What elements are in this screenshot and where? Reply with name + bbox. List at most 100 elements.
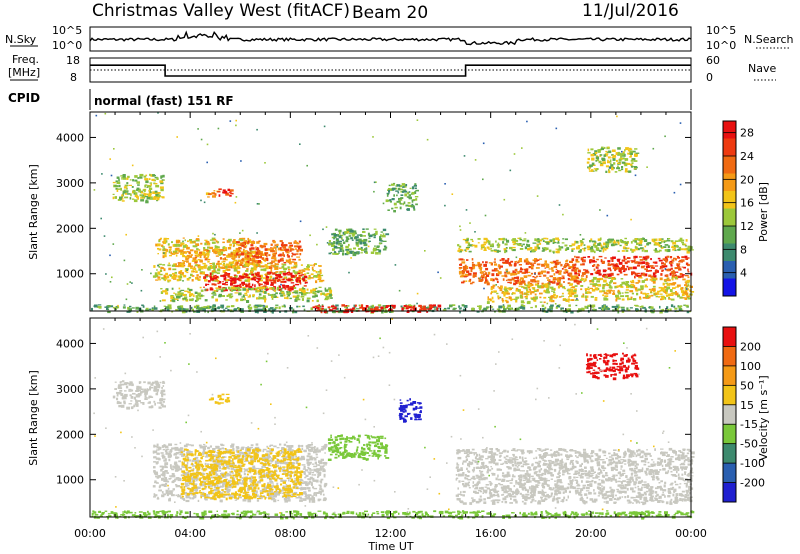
echo-cell	[238, 256, 240, 259]
echo-cell	[663, 263, 666, 266]
echo-cell	[126, 182, 129, 185]
echo-cell	[598, 307, 602, 309]
echo-cell	[214, 251, 218, 253]
echo-cell	[604, 154, 608, 157]
echo-cell	[316, 468, 318, 471]
echo-cell	[530, 265, 534, 268]
echo-cell	[529, 290, 532, 292]
echo-cell	[519, 258, 522, 261]
echo-cell	[681, 274, 685, 276]
echo-cell	[624, 158, 627, 161]
echo-cell	[256, 128, 258, 131]
echo-cell	[379, 239, 382, 242]
echo-cell	[678, 260, 682, 263]
echo-cell	[444, 204, 446, 207]
echo-cell	[539, 239, 543, 242]
echo-cell	[155, 243, 158, 247]
echo-cell	[599, 290, 603, 293]
echo-cell	[275, 267, 279, 270]
echo-cell	[181, 262, 185, 264]
echo-cell	[202, 308, 206, 312]
echo-cell	[541, 285, 544, 289]
echo-cell	[571, 269, 574, 272]
echo-cell	[557, 250, 560, 254]
echo-cell	[574, 294, 579, 297]
echo-cell	[385, 306, 389, 309]
echo-cell	[154, 191, 158, 195]
echo-cell	[202, 491, 205, 494]
echo-cell	[238, 275, 242, 278]
echo-cell	[608, 284, 611, 286]
echo-cell	[398, 197, 402, 201]
echo-cell	[265, 279, 269, 282]
echo-cell	[671, 277, 674, 280]
echo-cell	[545, 310, 549, 313]
echo-cell	[224, 288, 227, 291]
echo-cell	[151, 307, 154, 309]
echo-cell	[157, 272, 161, 275]
echo-cell	[160, 403, 164, 406]
echo-cell	[299, 282, 302, 285]
echo-cell	[484, 247, 487, 250]
echo-cell	[592, 256, 595, 260]
echo-cell	[285, 259, 288, 263]
echo-cell	[228, 279, 231, 281]
echo-cell	[661, 265, 664, 267]
echo-cell	[303, 292, 307, 296]
echo-cell	[639, 259, 644, 261]
echo-cell	[282, 278, 285, 281]
echo-cell	[311, 499, 316, 503]
echo-cell	[587, 152, 591, 154]
echo-cell	[198, 278, 201, 281]
echo-cell	[483, 308, 487, 310]
echo-cell	[518, 282, 523, 285]
echo-cell	[539, 296, 542, 299]
echo-cell	[179, 276, 183, 279]
echo-cell	[591, 259, 596, 263]
echo-cell	[478, 305, 482, 309]
echo-cell	[414, 191, 417, 194]
colorbar-segment	[723, 191, 736, 209]
echo-cell	[288, 246, 292, 249]
echo-cell	[388, 189, 391, 193]
echo-cell	[207, 266, 211, 269]
echo-cell	[541, 250, 545, 252]
echo-cell	[310, 273, 314, 276]
echo-cell	[225, 193, 228, 196]
echo-cell	[607, 260, 611, 263]
echo-cell	[386, 192, 390, 195]
echo-cell	[542, 270, 547, 273]
echo-cell	[633, 259, 636, 261]
echo-cell	[281, 305, 285, 308]
echo-cell	[290, 445, 294, 448]
echo-cell	[215, 263, 220, 266]
echo-cell	[254, 304, 259, 307]
echo-cell	[661, 289, 666, 292]
echo-cell	[634, 272, 637, 276]
echo-cell	[311, 496, 315, 499]
echo-cell	[645, 262, 649, 265]
echo-cell	[388, 199, 391, 202]
echo-cell	[121, 177, 123, 180]
echo-cell	[292, 258, 296, 261]
echo-cell	[262, 307, 266, 310]
echo-cell	[245, 250, 248, 252]
echo-cell	[205, 256, 209, 259]
echo-cell	[602, 249, 605, 253]
echo-cell	[161, 309, 165, 312]
echo-cell	[153, 390, 158, 392]
echo-cell	[158, 489, 162, 492]
echo-cell	[525, 268, 529, 270]
echo-cell	[135, 306, 139, 310]
echo-cell	[318, 286, 322, 288]
echo-cell	[369, 306, 372, 309]
echo-cell	[292, 279, 294, 281]
echo-cell	[494, 277, 498, 280]
echo-cell	[543, 290, 546, 293]
echo-cell	[246, 261, 250, 264]
echo-cell	[595, 261, 597, 263]
echo-cell	[652, 272, 656, 275]
echo-cell	[184, 290, 188, 292]
echo-cell	[597, 243, 601, 246]
echo-cell	[176, 136, 178, 138]
